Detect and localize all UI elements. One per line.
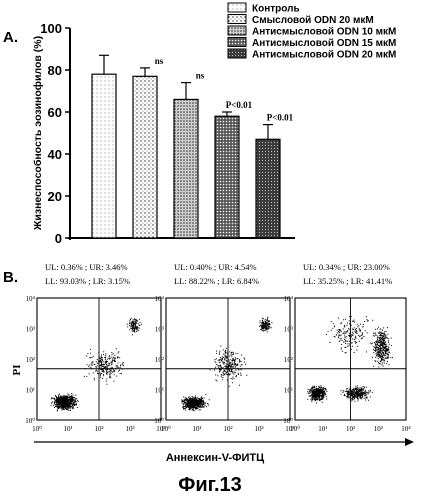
- quadrant-stats-line2: LL: 35.25% ; LR: 41.41%: [303, 276, 392, 286]
- x-tick-label: 10³: [125, 425, 134, 433]
- x-tick-label: 10⁰: [290, 425, 300, 433]
- y-tick-label: 10²: [26, 356, 35, 364]
- legend-swatch: [228, 3, 246, 12]
- x-tick-label: 10³: [374, 425, 383, 433]
- quadrant-stats-line1: UL: 0.36% ; UR: 3.46%: [45, 262, 128, 272]
- x-tick-label: 10¹: [318, 425, 327, 433]
- significance-label: P<0.01: [267, 113, 294, 123]
- x-tick-label: 10³: [254, 425, 263, 433]
- quadrant-stats-line1: UL: 0.34% ; UR: 23.00%: [303, 262, 390, 272]
- legend-swatch: [228, 49, 246, 58]
- bar: [92, 74, 116, 238]
- quadrant-stats-line2: LL: 88.22% ; LR: 6.84%: [174, 276, 259, 286]
- y-tick-label: 20: [48, 189, 62, 204]
- y-tick-label: 10⁴: [155, 295, 165, 303]
- y-tick-label: 10⁰: [25, 417, 35, 425]
- panel-b-label: B.: [3, 269, 18, 286]
- significance-label: ns: [196, 71, 205, 81]
- significance-label: P<0.01: [226, 100, 253, 110]
- y-tick-label: 10²: [155, 356, 164, 364]
- panel-b-x-label: Аннексин-V-ФИТЦ: [166, 452, 264, 464]
- y-tick-label: 10¹: [26, 387, 35, 395]
- x-tick-label: 10²: [223, 425, 232, 433]
- y-tick-label: 80: [48, 63, 62, 78]
- x-tick-label: 10²: [94, 425, 103, 433]
- x-tick-label: 10⁰: [32, 425, 42, 433]
- x-tick-label: 10¹: [192, 425, 201, 433]
- y-tick-label: 10¹: [284, 387, 293, 395]
- bar: [174, 99, 198, 238]
- y-tick-label: 10³: [155, 326, 164, 334]
- legend-label: Антисмысловой ODN 15 мкМ: [252, 38, 396, 49]
- bar: [133, 76, 157, 238]
- y-tick-label: 60: [48, 105, 62, 120]
- y-tick-label: 10⁴: [284, 295, 294, 303]
- flow-cytometry-plots: UL: 0.36% ; UR: 3.46% LL: 93.03% ; LR: 3.…: [25, 262, 414, 446]
- legend-label: Контроль: [252, 4, 300, 15]
- y-tick-label: 0: [55, 231, 62, 246]
- quadrant-stats-line2: LL: 93.03% ; LR: 3.15%: [45, 276, 130, 286]
- x-tick-label: 10²: [346, 425, 355, 433]
- legend-swatch: [228, 38, 246, 47]
- y-tick-label: 10³: [284, 326, 293, 334]
- quadrant-stats-line1: UL: 0.40% ; UR: 4.54%: [174, 262, 257, 272]
- y-tick-label: 10³: [26, 326, 35, 334]
- panel-b-y-label: PI: [11, 365, 23, 376]
- legend-label: Антисмысловой ODN 20 мкМ: [252, 50, 396, 61]
- y-axis-label: Жизнеспособность эозинофилов (%): [32, 36, 44, 231]
- y-tick-label: 10¹: [155, 387, 164, 395]
- x-tick-label: 10⁴: [401, 425, 411, 433]
- legend-swatch: [228, 26, 246, 35]
- bar: [256, 139, 280, 238]
- bar: [215, 116, 239, 238]
- legend-swatch: [228, 15, 246, 24]
- x-tick-label: 10¹: [63, 425, 72, 433]
- x-axis-arrowhead: [405, 438, 414, 446]
- y-tick-label: 100: [40, 21, 62, 36]
- figure-caption: Фиг.13: [178, 474, 242, 496]
- legend-label: Смысловой ODN 20 мкМ: [252, 15, 374, 26]
- x-tick-label: 10⁰: [161, 425, 171, 433]
- y-tick-label: 10⁴: [26, 295, 36, 303]
- y-tick-label: 40: [48, 147, 62, 162]
- y-tick-label: 10²: [284, 356, 293, 364]
- scatter-points: [181, 317, 272, 412]
- scatter-points: [51, 318, 142, 412]
- y-tick-label: 10⁰: [154, 417, 164, 425]
- significance-label: ns: [155, 56, 164, 66]
- bar-chart: 0 20 40 60 80 100Жизнеспособность эозинофилов…: [32, 3, 396, 246]
- y-tick-label: 10⁰: [283, 417, 293, 425]
- legend-label: Антисмысловой ODN 10 мкМ: [252, 27, 396, 38]
- panel-a-label: A.: [3, 29, 18, 46]
